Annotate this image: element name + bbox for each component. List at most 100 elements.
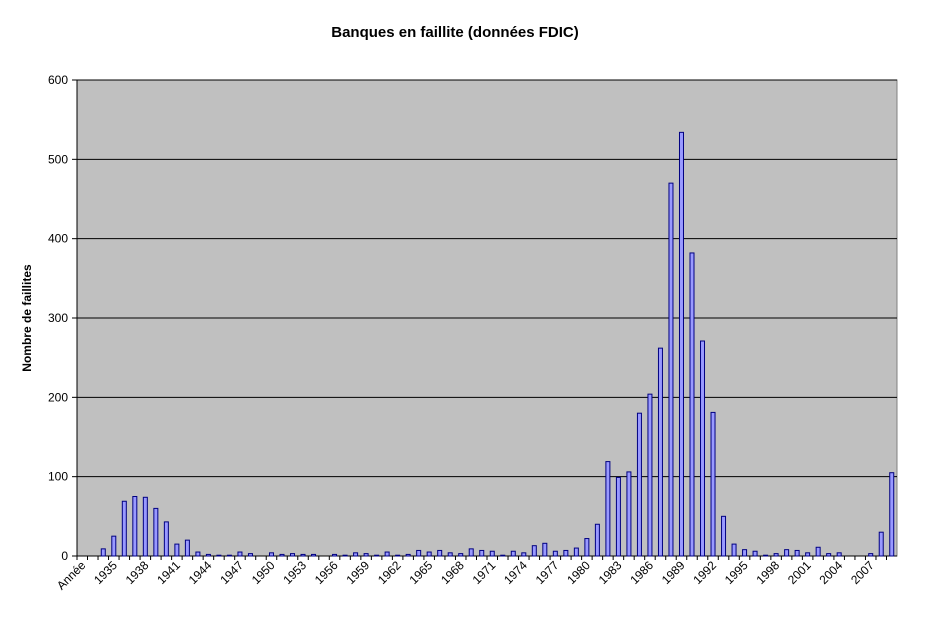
bar — [731, 543, 737, 557]
x-tick-label: 1944 — [186, 558, 215, 587]
bar — [142, 496, 148, 557]
bar — [489, 550, 495, 557]
y-tick-label: 0 — [61, 549, 68, 563]
bar — [416, 549, 422, 557]
x-tick-label: 1977 — [533, 558, 562, 587]
bar — [647, 393, 653, 557]
bar — [700, 340, 706, 557]
bar — [353, 552, 359, 557]
bar — [594, 523, 600, 557]
bar — [573, 547, 579, 557]
bar — [626, 471, 632, 557]
bar — [678, 131, 684, 557]
bar — [163, 521, 169, 557]
bar — [763, 554, 769, 557]
x-tick-label: 1962 — [375, 558, 404, 587]
bar — [237, 551, 243, 557]
bar — [184, 539, 190, 557]
x-tick-label: 1950 — [249, 558, 278, 587]
x-tick-label: 1989 — [659, 558, 688, 587]
bar — [216, 554, 222, 557]
x-tick-label: 1956 — [312, 558, 341, 587]
bar — [542, 542, 548, 557]
bar — [721, 515, 727, 557]
y-tick-label: 600 — [48, 73, 68, 87]
bar — [195, 551, 201, 557]
y-tick-label: 300 — [48, 311, 68, 325]
x-tick-label: 1971 — [470, 558, 499, 587]
x-tick-label: 2007 — [848, 558, 877, 587]
x-tick-label: 1947 — [217, 558, 246, 587]
bar — [815, 546, 821, 557]
bar — [521, 552, 527, 557]
bar — [668, 182, 674, 557]
bar — [247, 553, 253, 557]
x-tick-label: 1992 — [690, 558, 719, 587]
y-tick-label: 400 — [48, 232, 68, 246]
bar — [836, 552, 842, 557]
bar — [878, 531, 884, 557]
x-tick-label: 2001 — [785, 558, 814, 587]
x-tick-label: 1968 — [438, 558, 467, 587]
bar — [205, 553, 211, 557]
x-tick-label: 1983 — [596, 558, 625, 587]
bar — [226, 554, 232, 557]
bar — [132, 496, 138, 557]
bar — [100, 548, 106, 557]
x-tick-label: 1935 — [91, 558, 120, 587]
bar — [510, 550, 516, 557]
bar — [437, 549, 443, 557]
bar — [605, 461, 611, 557]
y-tick-label: 200 — [48, 390, 68, 404]
bar — [479, 549, 485, 557]
x-tick-label: 1941 — [154, 558, 183, 587]
bar — [363, 553, 369, 557]
bar — [805, 552, 811, 557]
x-tick-label: 1953 — [280, 558, 309, 587]
y-axis-label: Nombre de faillites — [20, 264, 34, 372]
bar — [826, 553, 832, 557]
bar — [384, 551, 390, 557]
bar — [405, 553, 411, 557]
bar — [447, 552, 453, 557]
bar — [121, 500, 127, 557]
bar — [426, 551, 432, 557]
bar — [300, 553, 306, 557]
bar — [710, 411, 716, 557]
x-tick-label: 1965 — [407, 558, 436, 587]
bar — [290, 553, 296, 557]
bar — [268, 552, 274, 557]
bar — [279, 553, 285, 557]
chart-title: Banques en faillite (données FDIC) — [331, 24, 579, 41]
x-tick-label: 1995 — [722, 558, 751, 587]
bar — [153, 507, 159, 557]
bar — [174, 543, 180, 557]
bar — [584, 538, 590, 557]
bar — [468, 548, 474, 557]
bar — [531, 545, 537, 557]
x-tick-label: 1974 — [501, 558, 530, 587]
x-tick-label: 1938 — [123, 558, 152, 587]
bar — [868, 553, 874, 557]
x-tick-label: 2004 — [817, 558, 846, 587]
bar — [552, 550, 558, 557]
bar — [689, 252, 695, 557]
bar — [563, 549, 569, 557]
bar — [752, 550, 758, 557]
bar — [773, 553, 779, 557]
bar — [742, 549, 748, 557]
x-tick-label: Année — [54, 558, 89, 593]
bar — [615, 476, 621, 557]
bar — [111, 535, 117, 557]
bar — [311, 553, 317, 557]
x-tick-label: 1980 — [564, 558, 593, 587]
bar — [784, 549, 790, 557]
y-tick-label: 500 — [48, 152, 68, 166]
bar — [374, 554, 380, 557]
y-tick-label: 100 — [48, 470, 68, 484]
bar — [342, 554, 348, 557]
bar — [794, 549, 800, 557]
bar — [395, 554, 401, 557]
